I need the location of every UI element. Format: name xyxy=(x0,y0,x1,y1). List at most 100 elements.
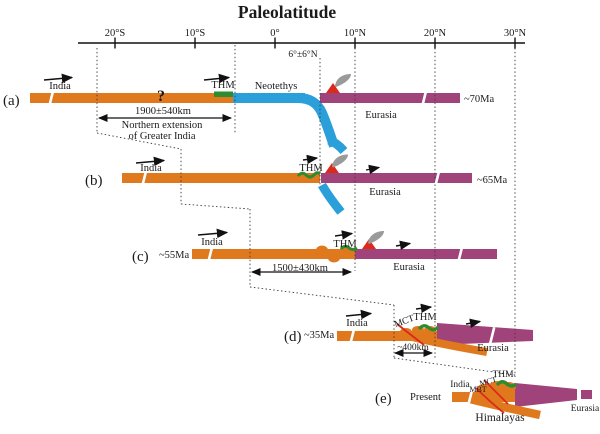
figure-title: Paleolatitude xyxy=(238,2,336,22)
panel-a-tethyan-himalaya-strip xyxy=(214,91,233,97)
india-motion-arrow-icon xyxy=(43,73,74,84)
panel-c-fold-bump xyxy=(316,245,328,255)
thm-motion-arrow-icon xyxy=(415,303,433,314)
panel-d-thm-label: THM xyxy=(413,312,437,323)
tick-label-10s: 10°S xyxy=(185,28,206,39)
panel-e-mct-label: MCT xyxy=(479,375,498,388)
plate-break-icon xyxy=(457,247,464,261)
panel-d-eurasia-label: Eurasia xyxy=(477,343,509,354)
panel-e-eurasia-far-segment xyxy=(581,390,592,399)
panel-b-label: (b) xyxy=(85,173,103,189)
panel-c-tethyan-himalaya-squiggle xyxy=(339,244,358,251)
dotted-staircase-a-b xyxy=(96,132,182,150)
panel-d-underthrust-slab xyxy=(411,333,488,356)
smoke-icon xyxy=(332,154,348,168)
panel-b-age-label: ~65Ma xyxy=(477,175,508,186)
plate-break-icon xyxy=(434,171,441,185)
india-motion-arrow-icon xyxy=(345,309,373,320)
panel-b-thm-label: THM xyxy=(299,163,323,174)
plate-break-icon xyxy=(349,329,356,343)
india-motion-arrow-icon xyxy=(135,156,166,167)
panel-e-tethyan-himalaya-squiggle xyxy=(495,380,518,388)
panel-d-eurasia-wedge xyxy=(437,323,533,345)
panel-b-tethyan-himalaya-squiggle xyxy=(296,171,322,179)
panel-a-india-plate-bar xyxy=(30,93,233,103)
panel-b-eurasia-plate-bar xyxy=(321,173,472,183)
panel-b-eurasia-label: Eurasia xyxy=(369,187,401,198)
plate-break-icon xyxy=(488,326,496,345)
panel-e-mbt-fault-line xyxy=(475,387,505,414)
panel-a-measurement-label: 1900±540km xyxy=(135,106,191,117)
panel-a-india-label: India xyxy=(49,81,71,92)
panel-e-age-label: Present xyxy=(410,392,441,403)
eurasia-motion-arrow-icon xyxy=(395,240,412,250)
smoke-icon xyxy=(335,74,351,87)
plate-break-icon xyxy=(48,91,55,105)
panel-a-uncertainty-label: ? xyxy=(157,88,165,105)
panel-e-underthrust-slab xyxy=(468,394,541,420)
panel-e-thm-label: THM xyxy=(492,370,514,380)
plate-break-icon xyxy=(467,390,474,404)
plate-break-icon xyxy=(141,171,148,185)
panel-a-eurasia-plate-bar xyxy=(320,93,460,103)
panel-c-label: (c) xyxy=(132,249,149,265)
panel-c-india-label: India xyxy=(201,237,223,248)
panel-a-subducting-slab xyxy=(297,93,339,148)
panel-a-neotethys-label: Neotethys xyxy=(255,81,298,92)
tick-label-20n: 20°N xyxy=(424,28,447,39)
tick-label-0: 0° xyxy=(270,28,279,39)
panel-e-eurasia-wedge xyxy=(515,383,577,407)
panel-d-label: (d) xyxy=(284,329,302,345)
tick-label-20s: 20°S xyxy=(105,28,126,39)
smoke-icon xyxy=(368,231,384,244)
india-motion-arrow-icon xyxy=(197,228,229,239)
panel-a-thm-label: THM xyxy=(211,80,235,91)
eurasia-motion-arrow-icon xyxy=(465,318,482,328)
panel-e-label: (e) xyxy=(375,391,392,407)
panel-a-eurasia-label: Eurasia xyxy=(365,110,397,121)
panel-d-india-label: India xyxy=(346,318,368,329)
panel-c-measurement-label: 1500±430km xyxy=(272,263,328,274)
thm-motion-arrow-icon xyxy=(334,230,354,240)
panel-b-india-plate-bar xyxy=(122,173,320,183)
volcano-icon xyxy=(325,163,339,173)
panel-d-mct-fault-line xyxy=(396,323,425,346)
thm-motion-arrow-icon xyxy=(302,154,319,165)
panel-b-slab-fragment-upper xyxy=(327,135,348,155)
plate-break-icon xyxy=(207,247,214,261)
panel-c-age-label: ~55Ma xyxy=(159,250,190,261)
panel-d-india-plate-bar xyxy=(337,331,437,341)
panel-a-age-label: ~70Ma xyxy=(464,94,495,105)
volcano-icon xyxy=(326,83,340,93)
tick-label-30n: 30°N xyxy=(504,28,527,39)
dotted-staircase-d-e xyxy=(393,357,516,376)
panel-e-mct-fault-line xyxy=(483,379,509,405)
panel-e-eurasia-label: Eurasia xyxy=(571,404,600,414)
panel-c-eurasia-label: Eurasia xyxy=(393,262,425,273)
dotted-staircase-b-c xyxy=(180,203,251,210)
panel-d-age-label: ~35Ma xyxy=(304,330,335,341)
panel-a-neotethys-ocean-bar xyxy=(233,93,305,103)
panel-e-himalayas-label: Himalayas xyxy=(475,412,525,424)
panel-b-slab-fragment-lower xyxy=(318,182,345,215)
panel-a-measurement-caption-2: of Greater India xyxy=(128,131,195,142)
plate-break-icon xyxy=(421,91,428,105)
tick-label-10n: 10°N xyxy=(344,28,367,39)
panel-b-india-label: India xyxy=(140,163,162,174)
panel-a-measurement-caption-1: Northern extension xyxy=(122,120,204,131)
panel-a-label: (a) xyxy=(3,93,20,109)
panel-c-thm-label: THM xyxy=(333,239,357,250)
thm-motion-arrow-icon xyxy=(203,73,231,84)
panel-c-india-plate-bar xyxy=(192,249,355,259)
panel-c-eurasia-plate-bar xyxy=(355,249,497,259)
dotted-staircase-c-d xyxy=(249,286,395,306)
eurasia-motion-arrow-icon xyxy=(365,164,381,175)
collision-latitude-annotation: 6°±6°N xyxy=(288,49,317,60)
panel-e-mbt-label: MBT xyxy=(469,385,486,394)
panel-d-measurement-label: ~400km xyxy=(397,343,429,353)
panel-c-fold-bump xyxy=(328,253,340,263)
panel-e-india-label: India xyxy=(450,380,470,390)
panel-d-tethyan-himalaya-squiggle xyxy=(417,324,440,332)
